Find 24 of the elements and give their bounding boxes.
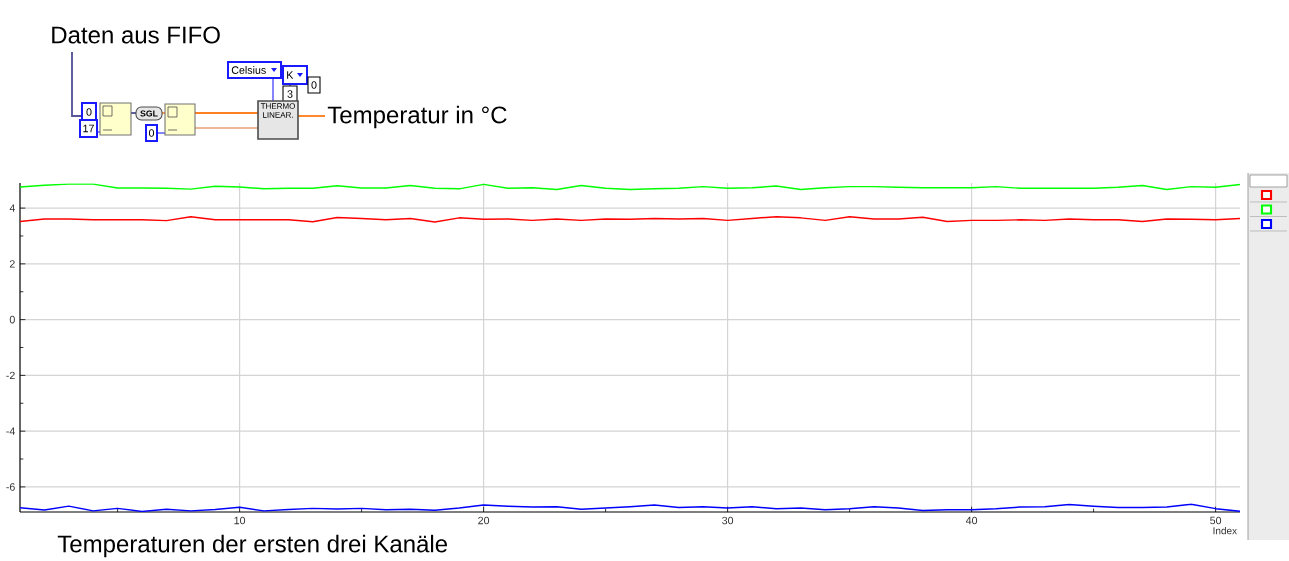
text: Daten aus FIFO — [52, 26, 220, 44]
y-tick-label: 4 — [9, 204, 15, 212]
y-tick-label: -2 — [6, 371, 15, 380]
text: 17 — [83, 124, 94, 133]
x-tick-label: 40 — [965, 516, 978, 525]
y-tick-label: 2 — [9, 260, 15, 268]
x-axis-title: Index — [1213, 526, 1237, 535]
text: 0 — [148, 129, 155, 137]
text: 0 — [311, 81, 317, 89]
text: K — [287, 71, 294, 79]
x-tick-label: 20 — [478, 516, 490, 525]
text: 0 — [86, 108, 92, 116]
text: Celsius — [231, 66, 266, 74]
y-tick-label: -6 — [6, 483, 15, 491]
text: 3 — [287, 90, 293, 98]
y-tick-label: 0 — [9, 315, 15, 324]
y-tick-label: -4 — [6, 427, 15, 435]
x-tick-label: 30 — [722, 516, 734, 525]
x-tick-label: 10 — [234, 516, 246, 525]
text: THERMO LINEAR. — [260, 103, 295, 118]
text: Temperatur in °C — [327, 105, 507, 129]
text: SGL — [140, 110, 158, 117]
x-tick-label: 50 — [1210, 516, 1222, 525]
text: Temperaturen der ersten drei Kanäle — [57, 534, 448, 558]
